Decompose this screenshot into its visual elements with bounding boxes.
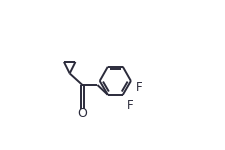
Text: F: F [136, 81, 143, 94]
Text: O: O [77, 107, 87, 120]
Text: F: F [127, 99, 133, 112]
